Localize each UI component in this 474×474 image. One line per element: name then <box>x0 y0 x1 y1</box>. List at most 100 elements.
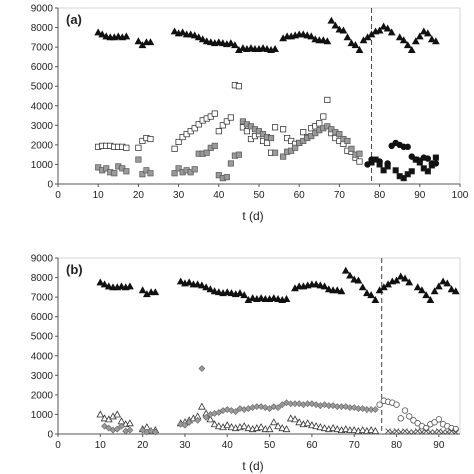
panel-a-square-open-point <box>215 128 222 135</box>
panel-a-series-circle-filled <box>364 139 440 168</box>
panel-a-square-gray-point <box>292 144 299 151</box>
panel-b-x-point <box>406 429 413 435</box>
panel-a-square-gray-point <box>191 166 198 173</box>
panel-b-triangle-filled-point <box>439 277 447 285</box>
panel-a-square-open-point <box>280 126 287 133</box>
panel-a-square-open-point <box>320 113 327 120</box>
panel-a-x-tick-label: 60 <box>294 190 306 201</box>
panel-b-y-tick-label: 8000 <box>31 273 54 284</box>
panel-b-triangle-filled-point <box>401 274 409 282</box>
panel-a-circle-filled-point <box>368 156 375 163</box>
panel-a-triangle-filled-point <box>102 32 111 40</box>
panel-b-circle-open-point <box>393 401 400 408</box>
panel-a-triangle-filled-point <box>339 26 348 34</box>
panel-b-label: (b) <box>66 262 83 277</box>
panel-b-y-tick-label: 0 <box>47 430 53 441</box>
panel-b-triangle-open-point <box>274 422 282 430</box>
panel-b-triangle-filled-point <box>341 266 350 274</box>
panel-a-square-gray-point <box>356 150 363 157</box>
panel-a-x-tick-label: 30 <box>173 190 185 201</box>
panel-b-x-tick-label: 50 <box>264 440 276 451</box>
panel-a-square-open-point <box>235 83 242 90</box>
panel-a-triangle-filled-point <box>239 44 247 52</box>
panel-a-square-filled-point <box>380 167 387 174</box>
panel-a-square-open-point <box>227 114 234 121</box>
panel-a-circle-filled-point <box>384 160 391 167</box>
panel-a-square-open-point <box>263 139 271 146</box>
panel-b-series-diamond-gray <box>101 365 379 436</box>
panel-a-square-gray-point <box>211 142 218 149</box>
panel-a-triangle-filled-point <box>427 35 436 43</box>
panel-a-triangle-filled-point <box>190 31 199 39</box>
panel-b-series-triangle-filled <box>96 266 460 304</box>
panel-b-triangle-filled-point <box>223 288 232 296</box>
panel-b-triangle-filled-point <box>451 287 460 295</box>
panel-b-triangle-open-point <box>269 418 278 426</box>
panel-a-y-tick-label: 8000 <box>31 23 54 34</box>
panel-a-y-tick-label: 9000 <box>31 4 54 15</box>
panel-a-square-gray-point <box>139 171 146 178</box>
panel-a-triangle-filled-point <box>231 41 239 49</box>
panel-a-triangle-filled-point <box>343 33 352 41</box>
panel-a-square-gray-point <box>203 149 210 156</box>
panel-b-triangle-open-point <box>126 419 134 427</box>
panel-b-triangle-open-point <box>282 425 291 433</box>
panel-b-triangle-open-point <box>341 425 350 433</box>
panel-a-series-square-open <box>95 82 363 165</box>
panel-a-triangle-filled-point <box>347 39 356 47</box>
panel-a-x-tick-label: 90 <box>414 190 426 201</box>
panel-a-triangle-filled-point <box>323 37 332 45</box>
panel-b-triangle-filled-point <box>316 281 325 289</box>
panel-a-square-open-point <box>219 122 226 129</box>
panel-a-square-filled-point <box>408 168 415 175</box>
panel-b-triangle-open-point <box>291 415 299 423</box>
panel-b-x-point <box>452 429 459 435</box>
panel-a-x-axis-title: t (d) <box>242 209 263 223</box>
panel-a-square-gray-point <box>103 165 110 172</box>
panel-a-triangle-filled-point <box>311 35 320 43</box>
panel-b-triangle-open-point <box>350 426 359 434</box>
panel-a-triangle-filled-point <box>399 36 408 44</box>
panel-a-square-gray-point <box>268 134 275 142</box>
panel-b-y-tick-label: 4000 <box>31 351 54 362</box>
panel-a-square-gray-point <box>235 151 242 158</box>
panel-b-circle-open-point <box>435 416 443 423</box>
panel-b: (b) t (d) 0 1000 2000 3000 4000 5000 6000 7000 8… <box>31 254 461 473</box>
panel-a-triangle-filled-point <box>375 26 384 34</box>
panel-b-triangle-filled-point <box>430 287 439 295</box>
panel-a-label: (a) <box>66 12 82 27</box>
panel-b-x-point <box>435 428 442 434</box>
panel-a-triangle-filled-point <box>122 32 131 40</box>
panel-a-triangle-filled-point <box>94 28 103 36</box>
panel-a-triangle-filled-point <box>355 46 364 54</box>
panel-a-triangle-filled-point <box>407 46 416 54</box>
panel-a-triangle-filled-point <box>299 30 308 38</box>
panel-b-triangle-filled-point <box>324 285 333 293</box>
panel-b-series-x <box>385 428 459 435</box>
panel-b-triangle-filled-point <box>396 272 405 280</box>
panel-a-x-tick-label: 20 <box>133 190 145 201</box>
panel-b-triangle-filled-point <box>312 280 321 288</box>
panel-b-triangle-filled-point <box>418 286 426 294</box>
panel-b-triangle-open-point <box>303 419 312 427</box>
panel-b-triangle-open-point <box>371 427 380 435</box>
panel-b-triangle-filled-point <box>434 282 443 290</box>
panel-b-x-point <box>427 429 434 435</box>
panel-b-triangle-filled-point <box>176 277 185 285</box>
panel-a-triangle-filled-point <box>335 25 344 33</box>
panel-a-circle-filled-point <box>404 143 411 151</box>
panel-b-triangle-open-point <box>206 415 215 423</box>
panel-a-y-tick-label: 6000 <box>31 62 54 73</box>
panel-b-triangle-open-point <box>244 424 253 432</box>
panel-b-diamond-gray-point <box>185 418 193 426</box>
panel-a-triangle-filled-point <box>170 27 179 35</box>
panel-b-triangle-filled-point <box>371 296 380 304</box>
panel-b-diamond-gray-point <box>232 408 240 415</box>
panel-a-y-tick-label: 7000 <box>31 43 54 54</box>
panel-a-triangle-filled-point <box>263 45 271 53</box>
panel-a-square-open-point <box>191 125 198 132</box>
panel-a-x-tick-label: 100 <box>452 190 469 201</box>
panel-a-triangle-filled-point <box>271 45 279 53</box>
panel-b-triangle-open-point <box>358 426 367 434</box>
panel-b-triangle-open-point <box>278 424 287 432</box>
